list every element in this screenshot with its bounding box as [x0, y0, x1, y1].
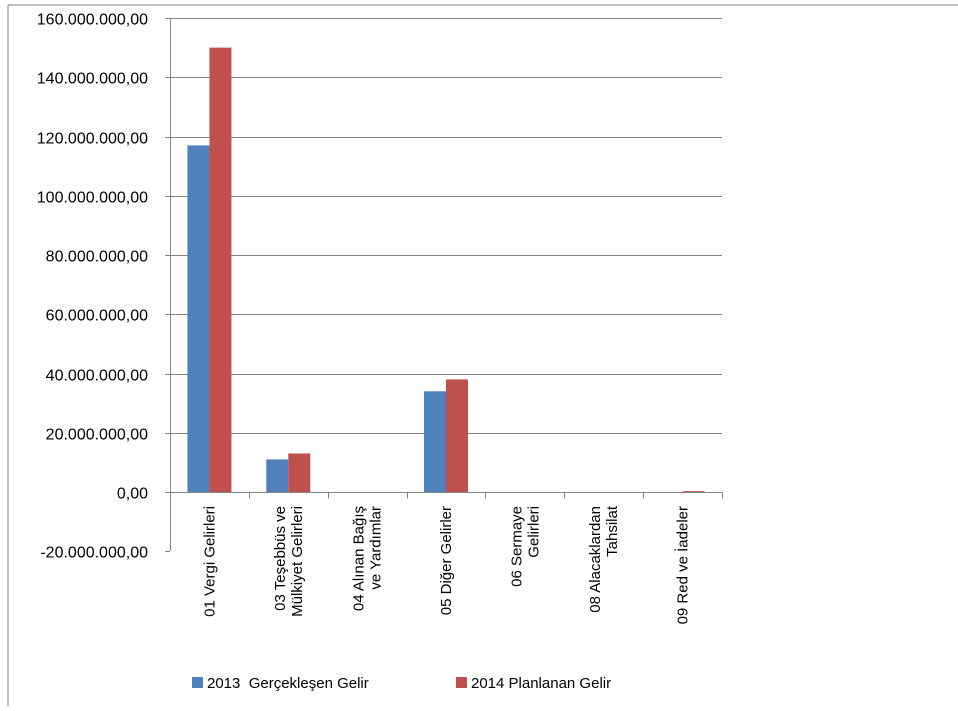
x-tick-label-line: 04 Alınan Bağış — [351, 506, 368, 611]
legend-swatch — [192, 677, 203, 688]
x-tick-label-line: Mülkiyet Gelirleri — [289, 506, 306, 617]
x-tick-label: 01 Vergi Gelirleri — [201, 506, 218, 617]
x-tick-label: 08 Alacaklardan Tahsilat — [587, 505, 621, 613]
y-tick-label: 80.000.000,00 — [46, 249, 148, 266]
y-tick-label: 140.000.000,00 — [37, 71, 148, 88]
y-tick-label: 100.000.000,00 — [37, 190, 148, 207]
bars — [187, 47, 705, 493]
bar-2014 — [682, 491, 705, 493]
y-tick-label: 160.000.000,00 — [37, 12, 148, 29]
y-axis-tick-labels: 160.000.000,00 140.000.000,00 120.000.000,… — [37, 12, 148, 562]
x-tick-label-line: Tahsilat — [604, 505, 621, 557]
y-tick-label: 120.000.000,00 — [37, 131, 148, 148]
x-tick-label: 09 Red ve İadeler — [674, 506, 692, 624]
x-tick-label: 06 Sermaye Gelirleri — [508, 506, 542, 587]
legend-label: 2014 Planlanan Gelir — [471, 675, 611, 692]
bar-2014 — [288, 453, 311, 492]
axes — [7, 4, 958, 706]
y-tick-label: 40.000.000,00 — [46, 368, 148, 385]
bar-2014 — [446, 379, 468, 492]
legend-label: 2013 Gerçekleşen Gelir — [207, 675, 369, 692]
x-tick-label: 04 Alınan Bağış ve Yardımlar — [351, 506, 385, 611]
y-tick-label: 0,00 — [117, 486, 148, 503]
bar-2014 — [209, 47, 232, 492]
x-tick-label-line: 09 Red ve İadeler — [674, 506, 692, 624]
x-axis-tick-labels: 01 Vergi Gelirleri 03 Teşebbüs ve Mülkiyet… — [201, 505, 691, 624]
bar-2013 — [266, 459, 289, 492]
y-tick-label: 60.000.000,00 — [46, 308, 148, 325]
x-tick-label-line: 05 Diğer Gelirler — [438, 506, 455, 615]
y-tick-label: -20.000.000,00 — [40, 545, 148, 562]
y-tick-label: 20.000.000,00 — [46, 427, 148, 444]
x-tick-label-line: 08 Alacaklardan — [587, 506, 604, 613]
gridlines — [170, 18, 722, 434]
x-tick-label: 05 Diğer Gelirler — [438, 506, 455, 615]
legend-swatch — [456, 677, 467, 688]
x-tick-label-line: 06 Sermaye — [508, 506, 525, 587]
bar-2013 — [424, 391, 446, 492]
x-tick-label-line: 01 Vergi Gelirleri — [201, 506, 218, 617]
bar-2013 — [187, 145, 210, 492]
legend: 2013 Gerçekleşen Gelir 2014 Planlanan Gel… — [192, 675, 611, 692]
x-tick-label-line: 03 Teşebbüs ve — [272, 506, 289, 611]
x-tick-label: 03 Teşebbüs ve Mülkiyet Gelirleri — [272, 506, 306, 617]
x-tick-label-line: Gelirleri — [525, 506, 542, 558]
x-tick-label-line: ve Yardımlar — [368, 506, 385, 590]
